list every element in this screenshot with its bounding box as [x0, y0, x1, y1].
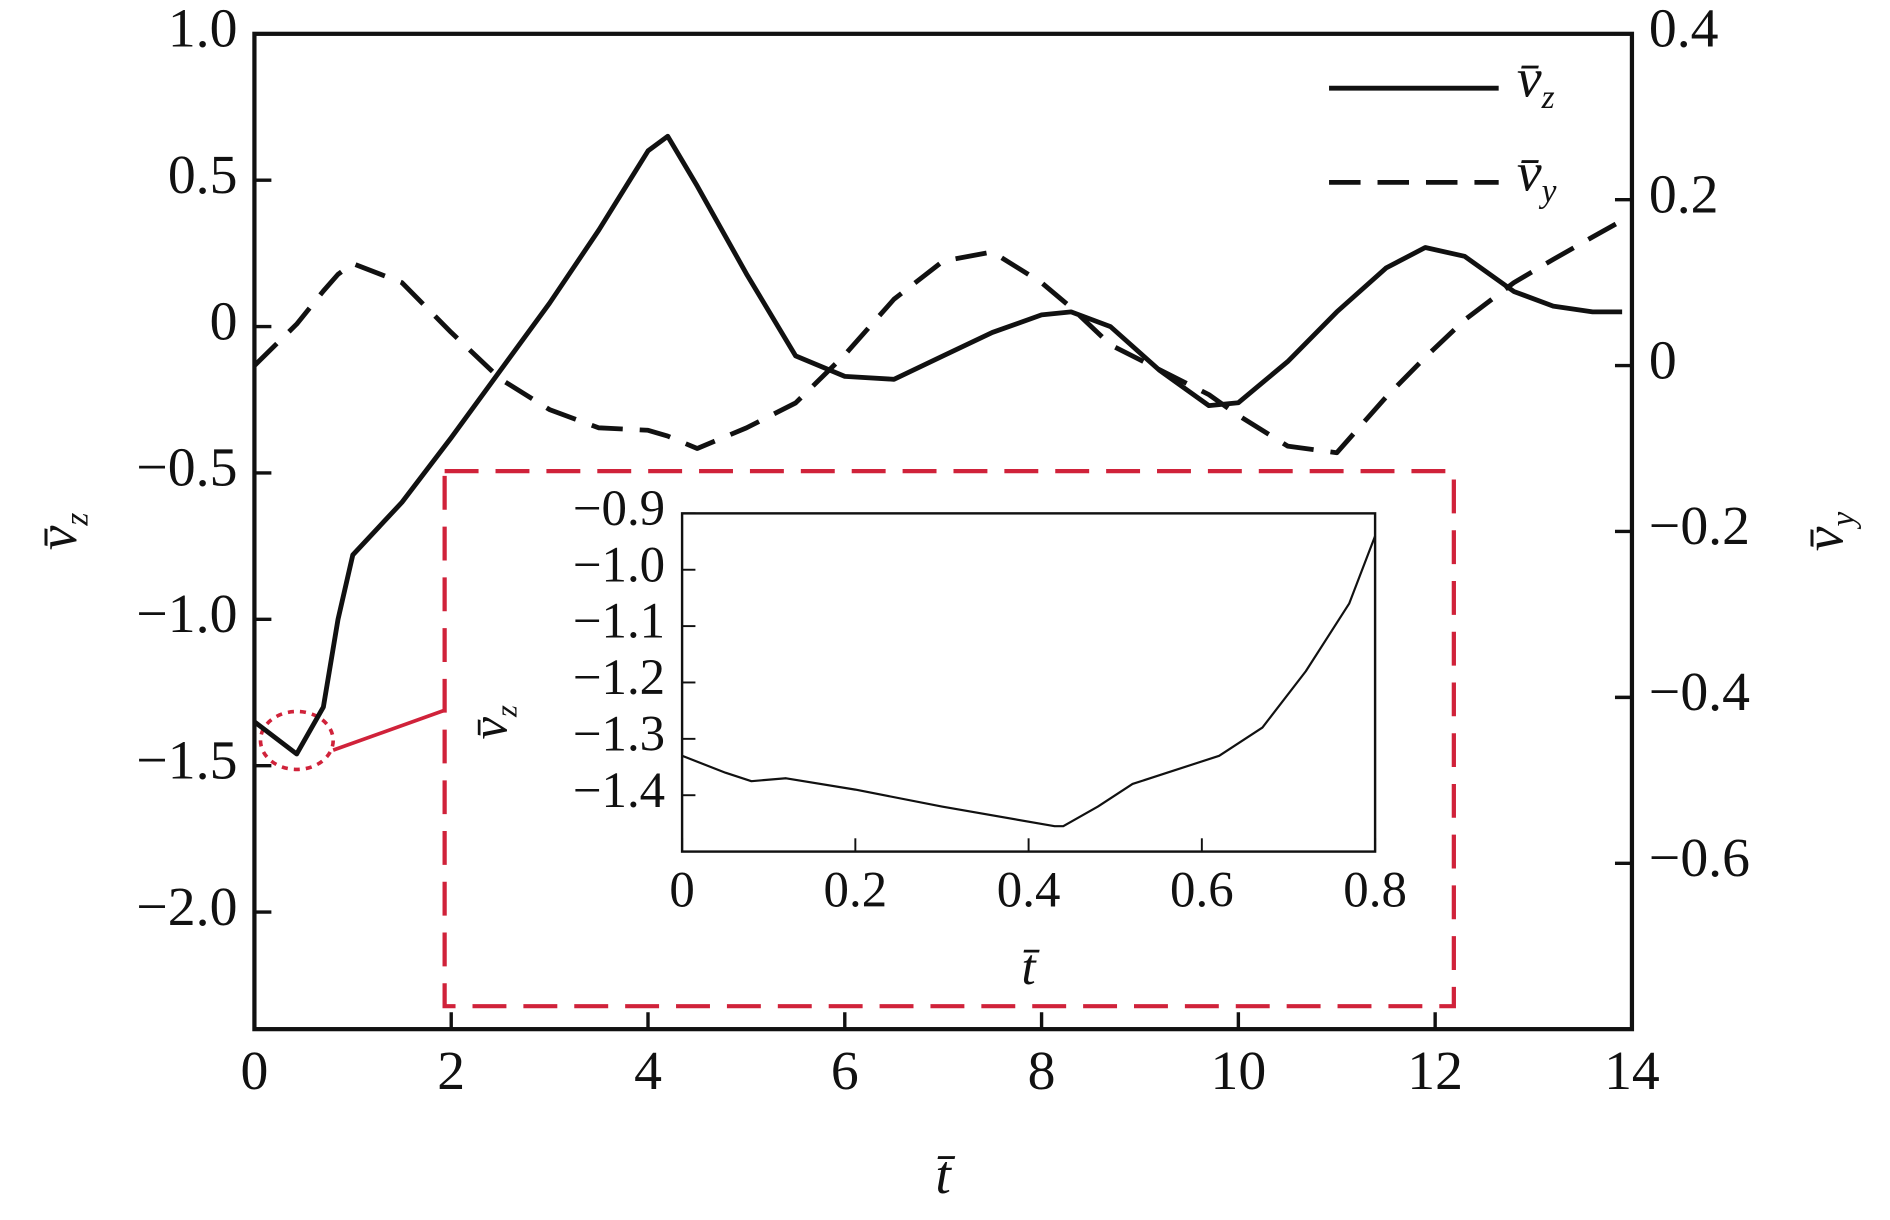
y-tick-label: −1.4: [573, 762, 665, 818]
y2-tick-label: −0.4: [1649, 661, 1750, 723]
y-tick-label: −0.9: [573, 480, 665, 536]
y2-tick-label: −0.2: [1649, 495, 1750, 557]
y-tick-label: −1.0: [136, 583, 237, 645]
x-tick-label: 0.6: [1170, 861, 1234, 917]
y-tick-label: −1.0: [573, 536, 665, 592]
x-tick-label: 0.8: [1343, 861, 1407, 917]
y-tick-label: 0: [210, 290, 238, 352]
y2-tick-label: 0.2: [1649, 164, 1719, 226]
y2-axis-label: v̄y: [1793, 512, 1862, 552]
legend-label: v̄z: [1517, 47, 1555, 115]
x-tick-label: 0.4: [997, 861, 1061, 917]
y-tick-label: −1.2: [573, 649, 665, 705]
y2-tick-label: 0.4: [1649, 0, 1719, 60]
inset-background: [682, 513, 1376, 852]
series-line: [252, 218, 1624, 456]
x-tick-label: 0: [240, 1040, 268, 1102]
y-tick-label: −1.5: [136, 729, 237, 791]
x-tick-label: 2: [437, 1040, 465, 1102]
legend-label: v̄y: [1517, 141, 1557, 209]
y-tick-label: −2.0: [136, 876, 237, 938]
series-line: [681, 535, 1377, 828]
y2-tick-label: −0.6: [1649, 827, 1750, 889]
y-tick-label: −1.3: [573, 706, 665, 762]
x-tick-label: 14: [1604, 1040, 1660, 1102]
series-line: [252, 133, 1623, 757]
y-tick-label: 1.0: [168, 0, 238, 60]
x-tick-label: 4: [634, 1040, 662, 1102]
zoom-connector: [332, 708, 446, 752]
y-tick-label: −1.1: [573, 593, 665, 649]
y-axis-label: v̄z: [461, 705, 524, 739]
zoom-box: [442, 468, 1456, 1009]
y-axis-label: v̄z: [27, 513, 96, 551]
x-tick-label: 12: [1407, 1040, 1463, 1102]
x-tick-label: 0.2: [824, 861, 888, 917]
zoom-region: [258, 709, 335, 772]
x-tick-label: 0: [669, 861, 694, 917]
x-tick-label: 10: [1211, 1040, 1267, 1102]
x-axis-label: t̄: [935, 1144, 955, 1206]
y-tick-label: −0.5: [136, 437, 237, 499]
x-tick-label: 6: [831, 1040, 859, 1102]
x-tick-label: 8: [1028, 1040, 1056, 1102]
y2-tick-label: 0: [1649, 329, 1677, 391]
x-axis-label: t̄: [1022, 939, 1041, 995]
y-tick-label: 0.5: [168, 144, 238, 206]
